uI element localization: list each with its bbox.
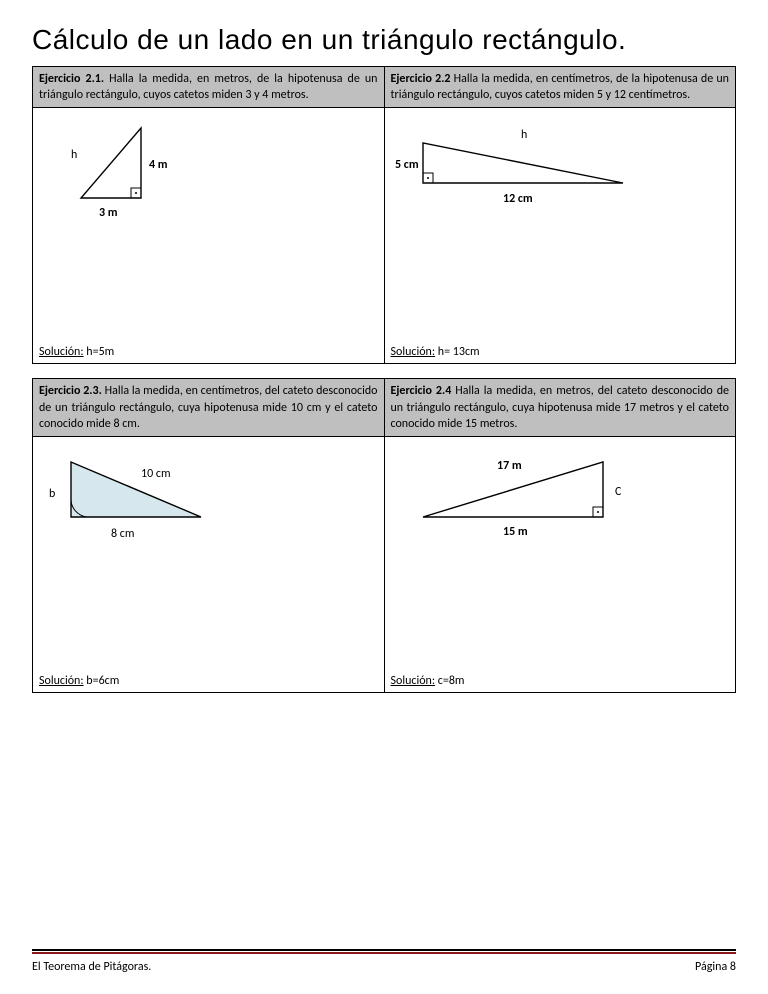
triangle-label-leg-a: 5 cm	[395, 158, 419, 172]
solution-label: Solución:	[39, 674, 84, 688]
exercise-label: Ejercicio 2.4	[391, 384, 452, 398]
triangle-label-leg-a: 4 m	[149, 158, 168, 172]
page-footer: El Teorema de Pitágoras. Página 8	[32, 949, 736, 974]
triangle-label-unknown: C	[615, 485, 622, 499]
exercise-table-1: Ejercicio 2.1. Halla la medida, en metro…	[32, 66, 736, 364]
solution-value: h=5m	[86, 345, 114, 359]
triangle-label-leg-b: 12 cm	[503, 192, 533, 206]
footer-rule-black	[32, 949, 736, 951]
triangle-label-hyp: 10 cm	[141, 467, 171, 481]
triangle-label-cat: 15 m	[503, 525, 528, 539]
solution-label: Solución:	[39, 345, 84, 359]
triangle-diagram: h 5 cm 12 cm	[393, 118, 653, 218]
exercise-header: Ejercicio 2.1. Halla la medida, en metro…	[33, 67, 385, 108]
triangle-label-hyp: 17 m	[497, 459, 522, 473]
exercise-label: Ejercicio 2.3.	[39, 384, 102, 398]
footer-right: Página 8	[695, 960, 736, 974]
solution-value: b=6cm	[86, 674, 119, 688]
exercise-header: Ejercicio 2.2 Halla la medida, en centím…	[384, 67, 736, 108]
solution-row: Solución: h= 13cm	[391, 345, 480, 359]
triangle-label-hyp: h	[521, 128, 527, 142]
exercise-body: h 5 cm 12 cm Solución: h= 13cm	[384, 108, 736, 364]
solution-value: h= 13cm	[438, 345, 480, 359]
footer-left: El Teorema de Pitágoras.	[32, 960, 151, 974]
exercise-label: Ejercicio 2.2	[391, 72, 451, 86]
triangle-label-unknown: b	[49, 487, 55, 501]
triangle-diagram: h 4 m 3 m	[41, 118, 191, 228]
exercise-body: h 4 m 3 m Solución: h=5m	[33, 108, 385, 364]
solution-value: c=8m	[438, 674, 465, 688]
triangle-label-hyp: h	[71, 148, 77, 162]
exercise-body: 17 m C 15 m Solución: c=8m	[384, 436, 736, 692]
triangle-label-cat: 8 cm	[111, 527, 134, 541]
triangle-diagram: b 10 cm 8 cm	[41, 447, 241, 557]
exercise-header: Ejercicio 2.3. Halla la medida, en centí…	[33, 379, 385, 437]
exercise-body: b 10 cm 8 cm Solución: b=6cm	[33, 436, 385, 692]
exercise-label: Ejercicio 2.1.	[39, 72, 104, 86]
exercise-table-2: Ejercicio 2.3. Halla la medida, en centí…	[32, 378, 736, 693]
footer-rule-accent	[32, 952, 736, 954]
page-title: Cálculo de un lado en un triángulo rectá…	[32, 24, 736, 56]
solution-label: Solución:	[391, 345, 436, 359]
triangle-diagram: 17 m C 15 m	[393, 447, 653, 547]
solution-row: Solución: c=8m	[391, 674, 465, 688]
solution-row: Solución: b=6cm	[39, 674, 119, 688]
solution-row: Solución: h=5m	[39, 345, 114, 359]
triangle-label-leg-b: 3 m	[99, 206, 118, 220]
exercise-header: Ejercicio 2.4 Halla la medida, en metros…	[384, 379, 736, 437]
solution-label: Solución:	[391, 674, 436, 688]
